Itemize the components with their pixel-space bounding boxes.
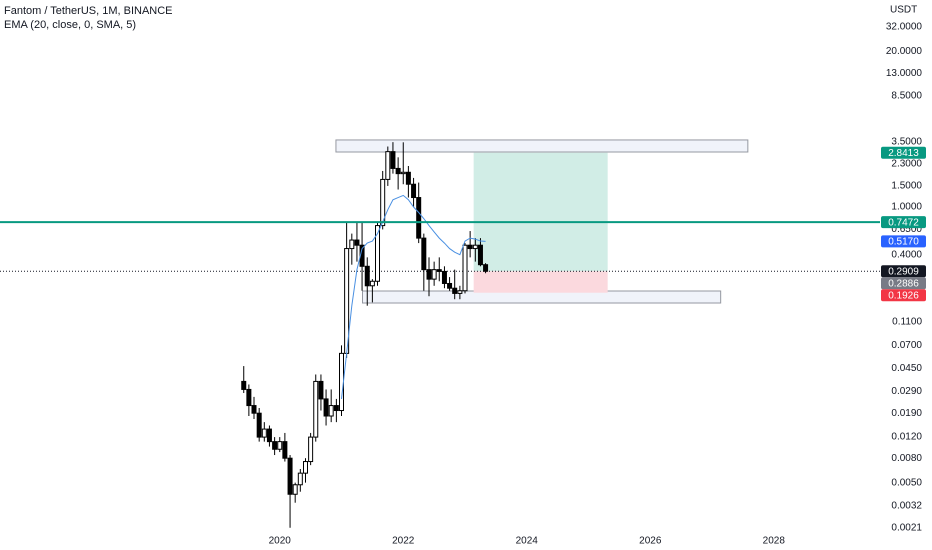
- candle-body: [375, 225, 381, 282]
- chart-title: Fantom / TetherUS, 1M, BINANCE: [4, 5, 173, 17]
- candle-body: [390, 151, 396, 169]
- price-label-box: [881, 277, 926, 290]
- y-tick-label: 0.6500: [891, 224, 922, 235]
- candle-body: [246, 388, 252, 407]
- candle-body: [282, 441, 288, 459]
- candle-body: [292, 484, 298, 495]
- y-tick-label: 0.0080: [891, 453, 922, 464]
- price-label-box: [881, 265, 926, 278]
- x-tick-label: 2024: [516, 536, 539, 547]
- candle-body: [411, 183, 417, 199]
- loss-zone: [473, 271, 608, 293]
- candle-body: [431, 269, 437, 280]
- ema-line: [341, 194, 486, 399]
- candle-body: [277, 441, 283, 450]
- candle-body: [436, 269, 442, 272]
- candle-body: [272, 441, 278, 450]
- y-tick-label: 1.0000: [891, 202, 922, 213]
- price-label: 0.1926: [888, 290, 919, 301]
- candle-body: [462, 244, 468, 292]
- y-tick-label: 0.0450: [891, 363, 922, 374]
- candle-body: [421, 237, 427, 271]
- price-label: 0.2886: [888, 278, 919, 289]
- price-label-box: [881, 289, 926, 302]
- y-tick-label: 0.0050: [891, 477, 922, 488]
- candle-body: [256, 412, 262, 438]
- y-tick-label: 0.0190: [891, 408, 922, 419]
- x-tick-label: 2026: [639, 536, 662, 547]
- price-label-box: [881, 216, 926, 229]
- candle-body: [380, 178, 386, 227]
- candle-body: [251, 405, 257, 414]
- y-tick-label: 0.0021: [891, 522, 922, 533]
- y-tick-label: 20.0000: [886, 46, 923, 57]
- candle-body: [302, 461, 308, 474]
- candle-body: [308, 436, 314, 463]
- price-label: 0.2909: [888, 266, 919, 277]
- candle-body: [241, 380, 247, 390]
- candle-body: [447, 282, 453, 289]
- candle-body: [297, 472, 303, 486]
- y-unit: USDT: [890, 5, 917, 16]
- candle-body: [467, 244, 473, 250]
- y-tick-label: 8.5000: [891, 90, 922, 101]
- x-tick-label: 2028: [763, 536, 786, 547]
- candle-body: [452, 287, 458, 294]
- candle-body: [395, 167, 401, 175]
- candle-body: [400, 171, 406, 175]
- y-tick-label: 0.4000: [891, 249, 922, 260]
- candle-body: [328, 405, 334, 417]
- y-tick-label: 0.1100: [892, 316, 922, 327]
- candle-body: [339, 352, 345, 412]
- candle-body: [457, 290, 463, 294]
- candle-body: [287, 457, 293, 495]
- y-tick-label: 3.5000: [891, 136, 922, 147]
- candle-body: [354, 239, 360, 246]
- x-tick-label: 2020: [269, 536, 292, 547]
- profit-zone: [473, 152, 608, 272]
- y-tick-label: 0.0290: [891, 386, 922, 397]
- y-tick-label: 0.0120: [891, 432, 922, 443]
- candle-body: [441, 270, 447, 284]
- candle-body: [369, 280, 375, 287]
- y-tick-label: 1.5000: [891, 181, 922, 192]
- y-tick-label: 0.0032: [891, 500, 922, 511]
- zone: [361, 290, 722, 304]
- price-label: 2.8413: [888, 148, 919, 159]
- price-label: 0.7472: [888, 217, 919, 228]
- candle-body: [323, 398, 329, 417]
- candle-body: [313, 380, 319, 438]
- x-tick-label: 2022: [392, 536, 415, 547]
- price-label: 0.5170: [888, 236, 919, 247]
- candle-body: [426, 269, 432, 280]
- candle-body: [405, 171, 411, 185]
- zone: [335, 139, 749, 153]
- y-tick-label: 13.0000: [886, 68, 923, 79]
- candle-body: [477, 244, 483, 266]
- indicator-label: EMA (20, close, 0, SMA, 5): [4, 19, 136, 31]
- candle-body: [333, 405, 339, 412]
- candle-body: [261, 428, 267, 438]
- y-tick-label: 2.3000: [891, 158, 922, 169]
- candle-body: [385, 151, 391, 180]
- candle-body: [266, 428, 272, 443]
- price-label-box: [881, 235, 926, 248]
- candle-body: [349, 239, 355, 250]
- candle-body: [318, 380, 324, 400]
- y-tick-label: 32.0000: [886, 21, 923, 32]
- candle-body: [483, 264, 489, 272]
- y-tick-label: 0.0700: [891, 340, 922, 351]
- candle-body: [364, 265, 370, 287]
- candle-body: [472, 244, 478, 250]
- candle-body: [416, 197, 422, 239]
- price-label-box: [881, 146, 926, 159]
